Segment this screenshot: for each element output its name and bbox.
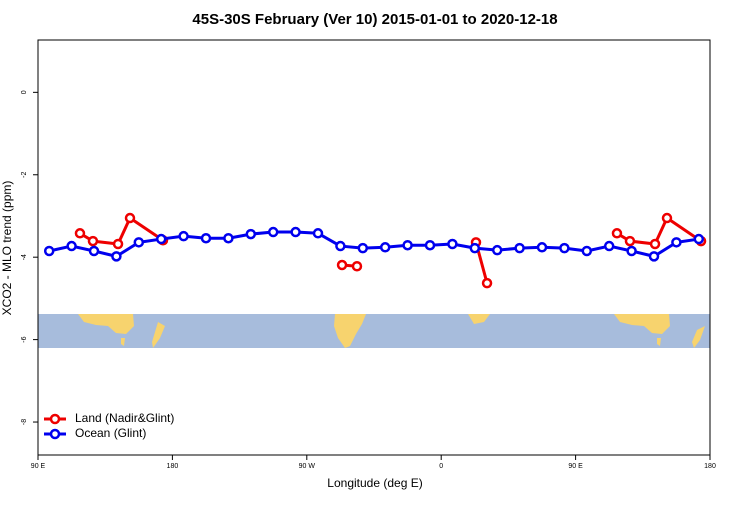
- data-point: [481, 277, 493, 289]
- plot-frame: [37, 39, 711, 456]
- data-point: [447, 238, 458, 250]
- data-point: [155, 233, 167, 245]
- land-shape: [657, 338, 661, 346]
- data-point: [469, 242, 481, 254]
- legend-label: Land (Nadir&Glint): [75, 411, 174, 425]
- data-point: [626, 245, 637, 257]
- data-point: [581, 245, 593, 257]
- data-point: [559, 242, 570, 254]
- data-point: [112, 238, 124, 250]
- y-tick-label: -6: [21, 336, 28, 342]
- data-point: [74, 228, 86, 239]
- legend-item: Ocean (Glint): [44, 426, 146, 440]
- data-point: [43, 245, 55, 257]
- land-shape: [78, 314, 134, 334]
- series-line: [48, 230, 700, 258]
- land-shape: [334, 314, 366, 348]
- land-shape: [692, 326, 705, 348]
- y-tick-label: -2: [21, 172, 28, 178]
- data-point: [245, 228, 257, 240]
- data-point: [111, 251, 122, 262]
- data-point: [133, 237, 145, 248]
- data-point: [87, 235, 99, 247]
- data-point: [357, 242, 369, 254]
- data-point: [178, 230, 189, 242]
- data-point: [671, 237, 682, 248]
- x-tick-label: 180: [704, 463, 716, 470]
- data-point: [603, 240, 615, 252]
- data-point: [514, 242, 525, 254]
- x-tick-label: 180: [167, 463, 179, 470]
- data-point: [379, 242, 391, 253]
- data-point: [312, 228, 324, 239]
- y-axis-label: XCO2 - MLO trend (ppm): [0, 181, 14, 316]
- data-point: [611, 228, 623, 239]
- land-shape: [121, 338, 125, 346]
- data-point: [624, 235, 636, 247]
- legend-item: Land (Nadir&Glint): [44, 411, 174, 425]
- chart-title: 45S-30S February (Ver 10) 2015-01-01 to …: [192, 11, 557, 28]
- legend-label: Ocean (Glint): [75, 426, 146, 440]
- data-point: [66, 240, 77, 252]
- data-point: [88, 245, 100, 257]
- ocean-band: [38, 314, 710, 348]
- data-point: [351, 261, 363, 272]
- data-point: [336, 259, 348, 271]
- land-shape: [152, 322, 165, 348]
- y-tick-label: -8: [21, 419, 28, 425]
- data-point: [661, 212, 673, 224]
- data-point: [649, 238, 661, 250]
- legend-marker: [49, 428, 61, 440]
- data-point: [200, 232, 212, 244]
- data-point: [335, 240, 346, 252]
- data-point: [267, 226, 279, 238]
- x-tick-label: 90 W: [299, 463, 316, 470]
- data-point: [536, 242, 548, 253]
- land-shape: [468, 314, 490, 324]
- data-point: [223, 232, 234, 244]
- data-point: [693, 233, 705, 245]
- data-point: [124, 212, 136, 224]
- y-tick-label: -4: [21, 254, 28, 260]
- x-tick-label: 0: [439, 463, 443, 470]
- data-point: [290, 226, 301, 238]
- map-band: [38, 314, 710, 348]
- x-axis-label: Longitude (deg E): [327, 476, 422, 490]
- y-tick-label: 0: [21, 90, 28, 94]
- land-shape: [614, 314, 670, 334]
- data-point: [424, 239, 436, 251]
- x-tick-label: 90 E: [568, 463, 583, 470]
- data-point: [648, 251, 660, 262]
- data-point: [491, 244, 503, 256]
- x-tick-label: 90 E: [31, 463, 46, 470]
- legend-marker: [49, 413, 61, 425]
- data-point: [402, 239, 413, 251]
